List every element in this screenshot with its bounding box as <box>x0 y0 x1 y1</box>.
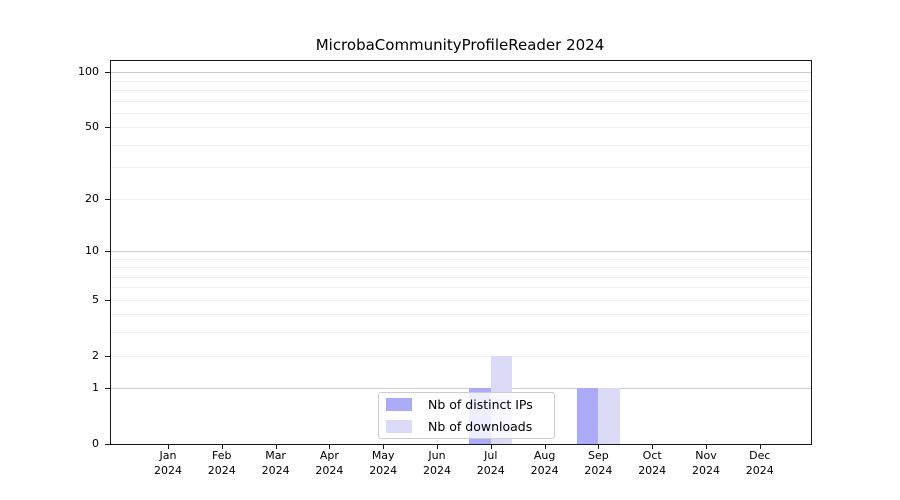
x-tick-label: Dec 2024 <box>745 449 774 477</box>
x-tick <box>383 444 385 449</box>
x-tick-label: Aug 2024 <box>530 449 559 477</box>
y-tick-label: 20 <box>85 191 99 205</box>
legend-entry-downloads: Nb of downloads <box>386 417 554 436</box>
gridline-minor <box>111 144 811 146</box>
x-tick-label: Jun 2024 <box>423 449 451 477</box>
gridline-minor <box>111 112 811 114</box>
legend-swatch-distinct-ips <box>386 398 412 411</box>
legend-label-distinct-ips: Nb of distinct IPs <box>428 397 533 412</box>
x-tick-label: Apr 2024 <box>315 449 344 477</box>
legend-entry-distinct-ips: Nb of distinct IPs <box>386 395 554 414</box>
y-tick <box>105 388 111 390</box>
bar-downloads <box>598 388 620 444</box>
y-tick <box>105 355 111 357</box>
gridline-minor <box>111 267 811 268</box>
plot-area: Nb of distinct IPs Nb of downloads 0 1 2 5 1… <box>78 60 812 477</box>
x-tick-label: Mar 2024 <box>261 449 290 477</box>
y-tick <box>105 299 111 301</box>
x-tick-label: Sep 2024 <box>584 449 613 477</box>
x-tick-label: May 2024 <box>369 449 398 477</box>
x-tick <box>706 444 707 449</box>
gridline-minor <box>111 299 811 301</box>
x-tick <box>329 444 331 449</box>
gridline-minor <box>111 80 811 82</box>
legend: Nb of distinct IPs Nb of downloads <box>378 392 555 439</box>
x-tick-label: Jul 2024 <box>476 449 505 477</box>
gridline-minor <box>111 355 811 357</box>
gridline-major <box>111 72 811 74</box>
gridline-minor <box>111 287 811 289</box>
legend-swatch-downloads <box>386 420 412 433</box>
chart-title: MicrobaCommunityProfileReader 2024 <box>315 36 605 54</box>
x-tick <box>598 444 600 449</box>
x-tick <box>490 444 492 449</box>
bar-distinct-ips <box>576 388 599 444</box>
y-tick-label: 0 <box>92 437 99 450</box>
y-tick-label: 1 <box>92 381 99 395</box>
gridline-minor <box>111 127 811 129</box>
x-tick-label: Oct 2024 <box>638 449 667 477</box>
x-tick <box>759 444 761 449</box>
gridline-minor <box>111 100 811 102</box>
gridline-major <box>111 250 811 252</box>
x-tick-label: Jan 2024 <box>154 449 182 477</box>
y-tick-label: 50 <box>85 120 99 134</box>
y-tick-label: 10 <box>85 243 99 257</box>
x-tick <box>544 444 546 449</box>
x-tick <box>168 444 169 449</box>
y-tick <box>105 444 111 445</box>
x-tick-label: Feb 2024 <box>207 449 236 477</box>
gridline-minor <box>111 314 811 316</box>
y-tick-label: 5 <box>92 292 99 306</box>
x-tick-label: Nov 2024 <box>692 449 720 477</box>
x-tick <box>221 444 223 449</box>
y-tick-label: 2 <box>92 348 99 362</box>
gridline-minor <box>111 89 811 91</box>
x-tick <box>275 444 277 449</box>
y-tick <box>105 250 111 252</box>
legend-label-downloads: Nb of downloads <box>428 419 533 434</box>
y-tick <box>105 198 111 200</box>
y-tick <box>105 127 111 129</box>
y-tick <box>105 72 111 74</box>
x-tick <box>652 444 654 449</box>
x-tick <box>437 444 438 449</box>
gridline-minor <box>111 332 811 334</box>
gridline-minor <box>111 276 811 278</box>
gridline-minor <box>111 198 811 200</box>
gridline-minor <box>111 258 811 260</box>
gridline-major <box>111 388 811 390</box>
y-tick-label: 100 <box>78 65 99 79</box>
gridline-minor <box>111 167 811 169</box>
